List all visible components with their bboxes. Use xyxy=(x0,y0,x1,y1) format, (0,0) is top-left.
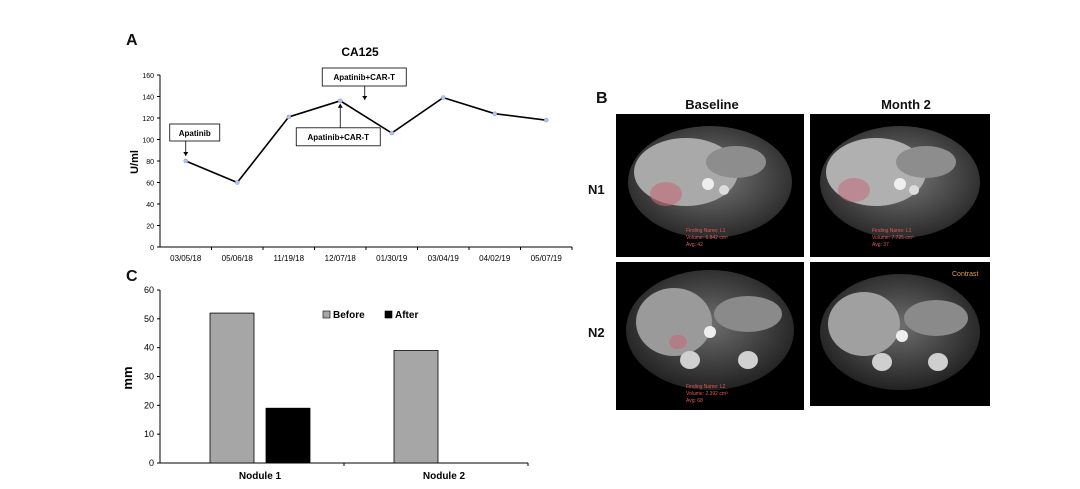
x-tick-label: 11/19/18 xyxy=(273,254,304,263)
ct-scan-n1-baseline: Finding Name: L1 Volume: 6.842 cm³ Avg: … xyxy=(616,114,804,257)
scan-overlay-text: Finding Name: L1 xyxy=(872,228,912,234)
y-tick-label: 10 xyxy=(144,429,154,439)
data-point xyxy=(544,117,549,123)
y-tick-label: 20 xyxy=(144,400,154,410)
data-point xyxy=(286,114,291,120)
bar-before xyxy=(393,350,439,464)
column-label-baseline: Baseline xyxy=(685,97,739,112)
annotation-label: Apatinib+CAR-T xyxy=(333,73,395,82)
row-label-n2: N2 xyxy=(588,325,605,340)
y-tick-label: 80 xyxy=(146,159,154,166)
annotation-box xyxy=(169,123,221,142)
y-tick-label: 120 xyxy=(142,116,154,123)
y-tick-label: 140 xyxy=(142,95,154,102)
data-point xyxy=(441,95,446,100)
annotation-box xyxy=(321,67,407,87)
ct-scan-n2-baseline: Finding Name: L2 Volume: 2.392 cm³ Avg: … xyxy=(616,262,804,410)
annotation-arrowhead xyxy=(362,96,368,101)
y-tick-label: 60 xyxy=(144,285,154,295)
scan-overlay-text: Avg: 37 xyxy=(872,242,889,248)
annotation-arrowhead xyxy=(183,152,189,156)
nodule-size-bar-chart: mm 0 10 20 30 40 50 60 Nodule 1 Nodule 2 Before Af… xyxy=(120,285,529,482)
scan-overlay-text: Finding Name: L2 xyxy=(686,384,726,390)
data-point xyxy=(389,130,394,136)
x-tick-label: Nodule 1 xyxy=(239,471,282,482)
annotation-label: Apatinib+CAR-T xyxy=(307,133,369,142)
scan-overlay-text: Volume: 6.842 cm³ xyxy=(686,235,728,241)
liver-scan-image: Contrast xyxy=(820,271,980,390)
panel-label-b: B xyxy=(596,90,608,107)
y-tick-label: 50 xyxy=(144,314,154,324)
y-axis-label: mm xyxy=(120,366,135,389)
chart-title: CA125 xyxy=(341,45,379,59)
data-point xyxy=(183,158,188,164)
ct-scan-n2-month2: Contrast xyxy=(810,262,990,406)
x-tick-label: 12/07/18 xyxy=(325,254,357,263)
y-axis-label: U/ml xyxy=(129,150,141,174)
x-tick-label: 05/07/19 xyxy=(531,254,563,263)
ca125-line-chart: CA125 U/ml 0 20 40 60 80 100 120 140 160 03/05/18… xyxy=(129,45,573,263)
y-tick-label: 40 xyxy=(146,202,154,209)
y-tick-label: 100 xyxy=(142,138,154,145)
bar-after xyxy=(265,407,311,464)
row-label-n1: N1 xyxy=(588,182,605,197)
legend-swatch-before xyxy=(322,310,331,319)
x-tick-label: 04/02/19 xyxy=(479,254,511,263)
y-tick-label: 20 xyxy=(146,224,154,231)
panel-label-c: C xyxy=(126,268,138,285)
y-tick-label: 60 xyxy=(146,181,154,188)
legend-label-after: After xyxy=(395,310,418,321)
x-tick-label: 01/30/19 xyxy=(376,254,408,263)
scan-overlay-text: Volume: 7.725 cm³ xyxy=(872,235,914,241)
y-tick-label: 40 xyxy=(144,343,154,353)
annotation-box xyxy=(295,127,381,147)
x-tick-label: 03/04/19 xyxy=(428,254,460,263)
annotation-label: Apatinib xyxy=(179,129,211,138)
scan-overlay-text: Avg: 42 xyxy=(686,242,703,248)
data-point xyxy=(338,98,343,104)
annotation-arrowhead xyxy=(337,103,343,108)
scan-overlay-text: Finding Name: L1 xyxy=(686,228,726,234)
liver-scan-image: Finding Name: L1 Volume: 6.842 cm³ Avg: … xyxy=(628,126,792,248)
y-tick-label: 0 xyxy=(149,458,154,468)
data-point xyxy=(492,111,497,116)
ct-scan-n1-month2: Finding Name: L1 Volume: 7.725 cm³ Avg: … xyxy=(810,114,990,257)
y-tick-label: 0 xyxy=(150,245,154,252)
x-tick-label: Nodule 2 xyxy=(423,471,466,482)
y-tick-label: 160 xyxy=(142,73,154,80)
panel-label-a: A xyxy=(126,32,138,49)
contrast-label: Contrast xyxy=(952,271,979,278)
liver-scan-image: Finding Name: L2 Volume: 2.392 cm³ Avg: … xyxy=(626,270,794,404)
y-tick-label: 30 xyxy=(144,372,154,382)
scan-overlay-text: Volume: 2.392 cm³ xyxy=(686,391,728,397)
legend-swatch-after xyxy=(384,310,393,319)
x-tick-label: 03/05/18 xyxy=(170,254,202,263)
series-line xyxy=(185,96,547,184)
data-point xyxy=(235,180,240,185)
scan-overlay-text: Avg: 68 xyxy=(686,398,703,404)
column-label-month2: Month 2 xyxy=(881,97,931,112)
legend-label-before: Before xyxy=(333,310,365,321)
x-tick-label: 05/06/18 xyxy=(222,254,254,263)
liver-scan-image: Finding Name: L1 Volume: 7.725 cm³ Avg: … xyxy=(820,126,980,248)
bar-before xyxy=(209,312,255,464)
